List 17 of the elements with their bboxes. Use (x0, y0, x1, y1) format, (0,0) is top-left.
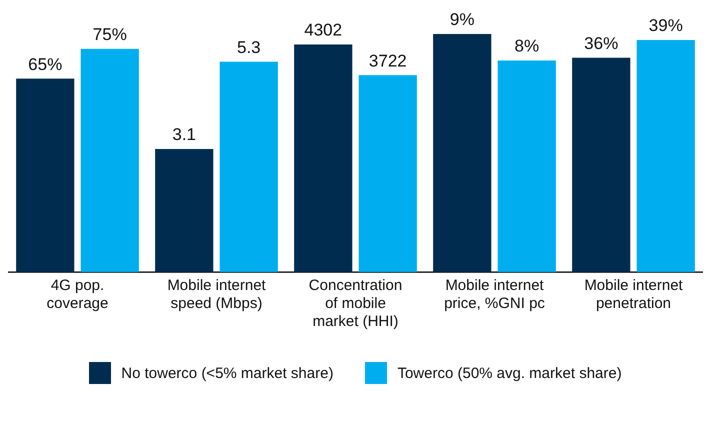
data-label: 39% (648, 16, 683, 36)
data-label: 4302 (304, 20, 342, 40)
x-tick-label: Mobile internet penetration (584, 277, 684, 312)
data-label: 8% (514, 36, 540, 56)
legend-label: Towerco (50% avg. market share) (397, 364, 622, 382)
x-tick-label: 4G pop. coverage (46, 277, 108, 312)
data-label: 5.3 (236, 38, 261, 57)
x-tick-label: Mobile internet speed (Mbps) (167, 277, 267, 312)
data-label: 65% (28, 54, 62, 74)
legend-label: No towerco (<5% market share) (121, 364, 334, 382)
data-label: 36% (584, 34, 618, 53)
data-label: 9% (450, 10, 474, 30)
data-label: 75% (92, 25, 127, 44)
data-label: 3.1 (172, 125, 196, 144)
x-tick-label: Concentration of mobile market (HHI) (308, 277, 402, 330)
data-label: 3722 (368, 51, 407, 70)
x-tick-label: Mobile internet price, %GNI pc (444, 277, 546, 312)
